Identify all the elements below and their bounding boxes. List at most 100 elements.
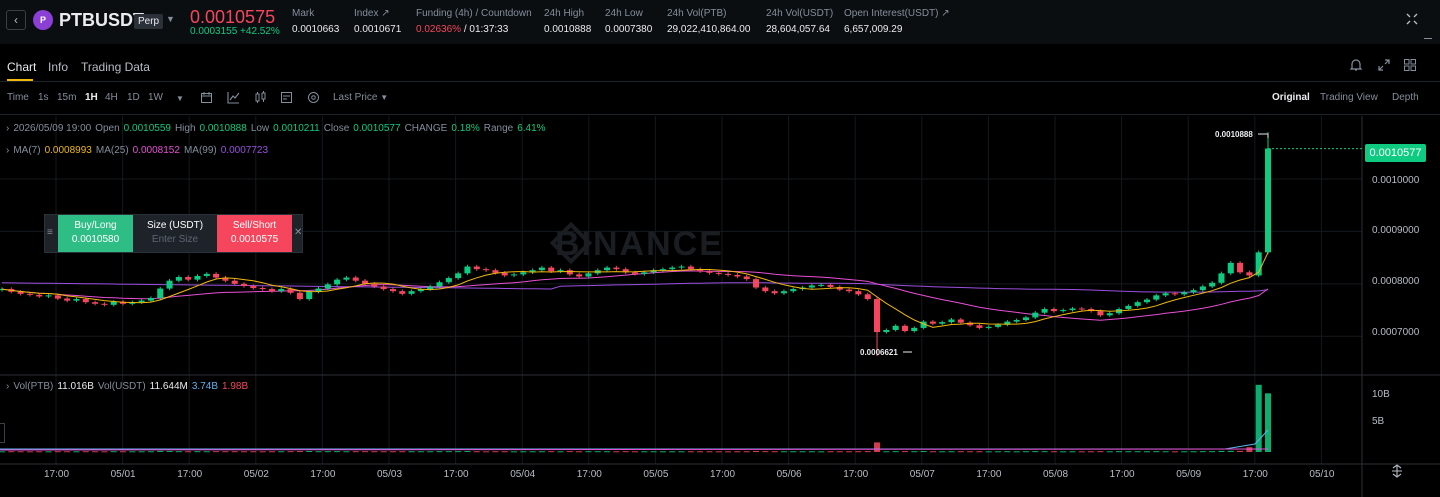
candle-body (1050, 309, 1057, 312)
settings-icon[interactable] (307, 91, 320, 104)
drag-handle-icon[interactable]: ≡ (47, 227, 53, 238)
price-tick: 0.0008000 (1372, 276, 1420, 287)
panel-resize-handle[interactable] (0, 423, 5, 443)
candle-body (939, 322, 946, 324)
sell-short-button[interactable]: Sell/Short 0.0010575 (217, 215, 292, 252)
expand-icon[interactable] (1377, 58, 1391, 72)
volume-bar (1190, 451, 1197, 453)
candle-body (399, 291, 406, 294)
volume-bar (864, 451, 871, 453)
volume-bar (45, 451, 52, 453)
volume-bar (1199, 451, 1206, 453)
bell-icon[interactable] (1349, 58, 1363, 72)
volume-tick: 10B (1372, 389, 1390, 400)
volume-bar (557, 451, 564, 453)
candle-body (455, 273, 462, 279)
stat-index[interactable]: Index ↗ 0.0010671 (354, 8, 402, 35)
candle-body (175, 277, 182, 281)
volume-bar (36, 451, 43, 453)
candle-body (604, 267, 611, 271)
chart-grid (0, 116, 1440, 497)
volume-bar (641, 451, 648, 453)
volume-bar (501, 451, 508, 453)
candle-body (706, 271, 713, 273)
tab-trading-data[interactable]: Trading Data (81, 60, 150, 74)
volume-bar (874, 442, 881, 452)
candle-type-icon[interactable] (254, 91, 267, 104)
volume-bar (1088, 451, 1095, 453)
volume-bar (510, 451, 518, 453)
price-change: 0.0003155 +42.52% (190, 26, 280, 37)
volume-bar (287, 451, 294, 453)
volume-bar (548, 451, 555, 453)
candle-body (808, 285, 815, 288)
candle-body (408, 291, 415, 294)
candle-body (1125, 305, 1132, 310)
price-chart[interactable] (0, 116, 1440, 497)
candle-body (1041, 309, 1048, 313)
volume-bar (631, 451, 639, 453)
view-original[interactable]: Original (1272, 92, 1310, 103)
candle-body (101, 303, 108, 305)
volume-bar (380, 451, 387, 453)
candle-body (250, 285, 257, 289)
view-depth[interactable]: Depth (1392, 92, 1419, 103)
candle-body (371, 283, 378, 287)
volume-bar (613, 451, 620, 453)
layout-grid-icon[interactable] (1403, 58, 1417, 72)
buy-long-button[interactable]: Buy/Long 0.0010580 (58, 215, 133, 252)
quick-order-widget: ≡ Buy/Long 0.0010580 Size (USDT) Enter Siz… (44, 214, 303, 253)
candle-body (734, 274, 741, 277)
order-size-input[interactable]: Size (USDT) Enter Size (133, 215, 217, 252)
volume-bar (445, 451, 452, 453)
timeframe-1s[interactable]: 1s (38, 92, 49, 103)
volume-bar (985, 451, 992, 453)
volume-bar (1143, 451, 1151, 453)
stat-24h-vol-ptb: 24h Vol(PTB) 29,022,410,864.00 (667, 8, 751, 35)
timeframe-time[interactable]: Time (7, 92, 29, 103)
volume-bar (473, 451, 480, 453)
candle-body (110, 301, 117, 305)
volume-bar (222, 451, 229, 453)
volume-bar (604, 451, 611, 453)
volume-bar (1060, 451, 1067, 453)
view-trading-view[interactable]: Trading View (1320, 92, 1378, 103)
timeframe-15m[interactable]: 15m (57, 92, 77, 103)
last-price: 0.0010575 (190, 7, 276, 27)
volume-bar (1004, 451, 1011, 453)
more-grid-icon[interactable] (1405, 12, 1419, 26)
chevron-icon: › (6, 123, 10, 134)
chevron-down-icon[interactable]: ▼ (166, 14, 175, 24)
divider (0, 81, 1440, 82)
volume-bar (939, 451, 946, 453)
candle-body (538, 267, 545, 271)
indicator-icon[interactable] (227, 91, 240, 104)
tab-info[interactable]: Info (48, 60, 69, 74)
calendar-icon[interactable] (200, 91, 213, 104)
candle-body (929, 321, 936, 324)
timeframe-1h[interactable]: 1H (85, 92, 98, 103)
symbol-name[interactable]: PTBUSDT (59, 10, 144, 30)
candle-body (185, 277, 192, 280)
price-type-select[interactable]: Last Price ▼ (333, 92, 389, 103)
volume-bar (268, 451, 275, 453)
candle-body (566, 270, 573, 275)
stat-open-interest[interactable]: Open Interest(USDT) ↗ 6,657,009.29 (844, 8, 950, 35)
candle-body (697, 269, 704, 272)
timeframe-4h[interactable]: 4H (105, 92, 118, 103)
close-icon[interactable]: ✕ (294, 227, 303, 238)
reset-scale-icon[interactable] (1390, 464, 1404, 478)
volume-bar (538, 451, 545, 453)
chart-settings-icon[interactable] (280, 91, 293, 104)
candle-body (669, 267, 676, 270)
candle-body (203, 273, 210, 276)
volume-bar (157, 450, 164, 452)
tab-chart[interactable]: Chart (7, 60, 37, 74)
candle-body (1181, 292, 1188, 295)
back-icon[interactable]: ‹ (6, 10, 26, 30)
volume-bar (82, 451, 89, 453)
timeframe-dropdown-icon[interactable]: ▼ (176, 94, 184, 103)
timeframe-1d[interactable]: 1D (127, 92, 140, 103)
timeframe-1w[interactable]: 1W (148, 92, 163, 103)
volume-bar (818, 451, 825, 453)
